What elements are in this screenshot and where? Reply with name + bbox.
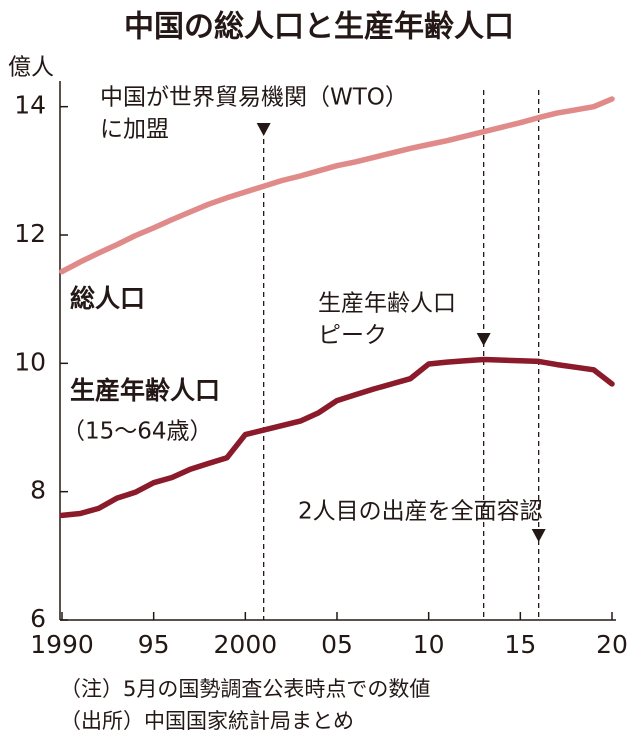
chart-title: 中国の総人口と生産年齢人口 (124, 10, 514, 45)
series-line (59, 96, 615, 275)
series-label: 生産年齢人口 (70, 376, 220, 405)
series-line (59, 356, 615, 519)
y-tick-label: 12 (14, 219, 46, 248)
y-tick-label: 6 (30, 604, 46, 633)
annotation-text: 生産年齢人口 (318, 291, 456, 317)
x-tick-label: 20 (596, 630, 628, 659)
x-tick-label: 05 (321, 630, 353, 659)
annotation-text: に加盟 (100, 117, 169, 143)
footnote: （注）5月の国勢調査公表時点での数値 (60, 677, 430, 701)
x-tick-label: 95 (138, 630, 170, 659)
annotation-marker (256, 123, 271, 136)
footnote: （出所）中国国家統計局まとめ (60, 709, 354, 733)
y-tick-label: 8 (30, 476, 46, 505)
x-tick-label: 2000 (214, 630, 278, 659)
series-note: （15〜64歳） (62, 419, 213, 445)
y-unit: 億人 (8, 55, 54, 81)
x-tick-label: 1990 (30, 630, 94, 659)
y-tick-label: 10 (14, 347, 46, 376)
annotation-marker (476, 333, 491, 346)
x-tick-label: 10 (413, 630, 445, 659)
annotation-text: 中国が世界貿易機関（WTO） (100, 85, 408, 111)
annotation-text: ピーク (318, 323, 387, 349)
y-tick-label: 14 (14, 91, 46, 120)
series-label: 総人口 (70, 284, 145, 313)
x-tick-label: 15 (504, 630, 536, 659)
annotation-text: 2人目の出産を全面容認 (298, 499, 543, 525)
annotation-marker (531, 529, 546, 542)
